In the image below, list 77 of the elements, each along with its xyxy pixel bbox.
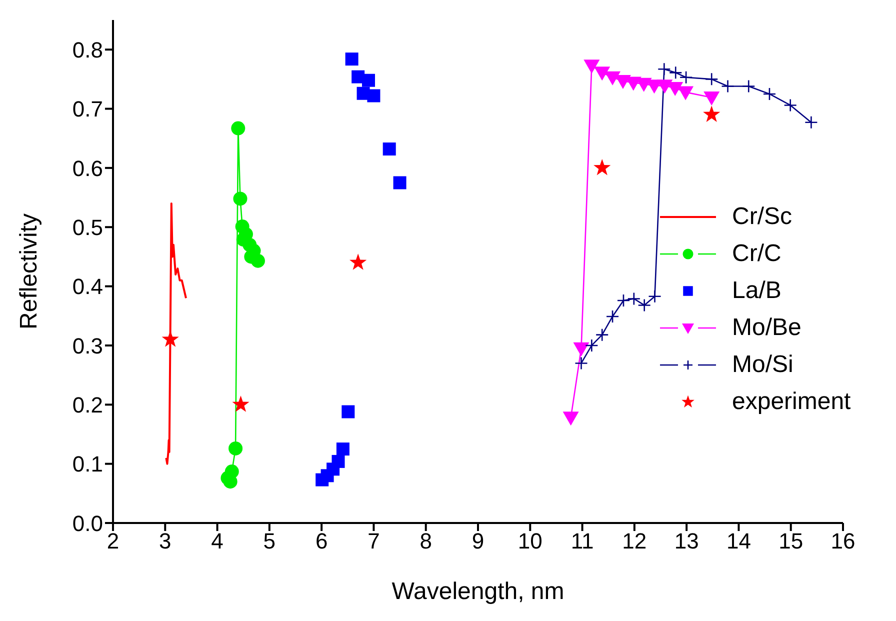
x-tick-label: 16: [830, 528, 856, 554]
y-tick-label: 0.3: [72, 333, 103, 358]
point: [228, 441, 243, 456]
x-tick-label: 15: [778, 528, 804, 554]
point: [703, 106, 720, 122]
y-tick-label: 0.8: [72, 37, 103, 62]
y-tick-label: 0.1: [72, 452, 103, 477]
x-tick-label: 5: [263, 528, 276, 554]
y-tick-label: 0.7: [72, 96, 103, 122]
point: [604, 71, 621, 86]
x-tick-label: 9: [472, 528, 484, 554]
point: [224, 464, 239, 479]
point: [804, 116, 818, 130]
point: [362, 74, 375, 87]
point: [668, 66, 682, 80]
point: [233, 192, 248, 206]
point: [616, 294, 630, 308]
point: [367, 89, 380, 102]
point: [336, 442, 350, 456]
y-tick-label: 0.4: [72, 274, 103, 300]
x-tick-label: 11: [570, 528, 594, 554]
point: [250, 254, 265, 268]
x-tick-label: 2: [106, 528, 120, 554]
point: [667, 82, 684, 96]
legend-label: experiment: [732, 388, 851, 416]
point: [638, 298, 651, 312]
y-axis-title: Reflectivity: [16, 213, 43, 330]
legend-label: Mo/Si: [732, 350, 794, 378]
point: [784, 98, 797, 112]
legend-label: Cr/Sc: [732, 202, 792, 230]
x-tick-label: 14: [726, 528, 751, 554]
point: [562, 412, 579, 426]
point: [679, 70, 693, 84]
point: [762, 87, 776, 101]
x-tick-label: 7: [368, 528, 380, 554]
point: [574, 356, 588, 370]
point: [704, 92, 720, 106]
point: [721, 80, 734, 93]
point: [656, 80, 673, 94]
y-tick-label: 0.5: [72, 214, 103, 240]
y-tick-label: 0.6: [72, 156, 103, 181]
point: [350, 254, 367, 270]
point: [584, 60, 600, 74]
x-axis-title: Wavelength, nm: [392, 578, 564, 605]
x-tick-label: 8: [420, 528, 432, 554]
legend-label: La/B: [732, 276, 782, 304]
point: [382, 142, 396, 156]
point: [393, 176, 406, 190]
point: [342, 405, 355, 418]
point: [594, 66, 610, 81]
x-tick-label: 3: [159, 528, 172, 554]
y-tick-label: 0.0: [72, 510, 103, 536]
point: [606, 310, 620, 324]
point: [627, 292, 641, 306]
x-tick-label: 6: [315, 528, 328, 554]
point: [704, 72, 718, 86]
point: [231, 121, 246, 136]
x-tick-label: 12: [622, 528, 647, 554]
point: [585, 338, 598, 352]
legend-label: Mo/Be: [732, 314, 802, 342]
y-tick-label: 0.2: [72, 392, 103, 418]
x-tick-label: 10: [518, 528, 542, 554]
legend-label: Cr/C: [732, 240, 782, 268]
point: [648, 290, 662, 304]
point: [678, 86, 694, 100]
point: [232, 396, 250, 412]
point: [658, 62, 671, 76]
point: [595, 328, 609, 342]
line-series: [165, 202, 187, 465]
point: [594, 158, 611, 176]
point: [162, 330, 179, 347]
point: [614, 74, 631, 89]
x-tick-label: 4: [211, 528, 224, 554]
point: [742, 80, 756, 93]
x-tick-label: 13: [674, 528, 699, 554]
point: [573, 342, 590, 356]
point: [345, 52, 358, 66]
